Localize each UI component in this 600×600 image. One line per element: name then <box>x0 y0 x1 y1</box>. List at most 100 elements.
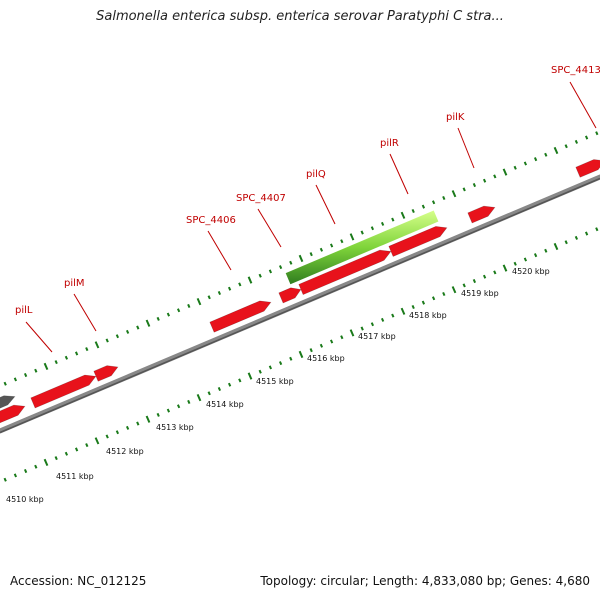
kbp-label-4515: 4515 kbp <box>256 377 294 386</box>
upper-tick-mark <box>472 183 477 188</box>
upper-tick-mark <box>145 319 151 327</box>
gene-label-spc-4406[interactable]: SPC_4406 <box>186 215 236 226</box>
lower-tick-mark <box>227 382 232 387</box>
accession-text: Accession: NC_012125 <box>10 574 147 588</box>
lower-tick-mark <box>319 343 324 348</box>
upper-tick-mark <box>258 273 262 278</box>
lower-tick-mark <box>349 329 355 337</box>
upper-tick-mark <box>442 195 446 201</box>
upper-tick-mark <box>23 373 28 378</box>
upper-tick-mark <box>349 233 355 241</box>
gene-features <box>0 159 600 426</box>
kbp-label-4517: 4517 kbp <box>358 332 396 341</box>
upper-tick-mark <box>115 334 120 339</box>
upper-tick-mark <box>156 316 160 321</box>
lower-tick-mark <box>564 240 568 245</box>
gene-arrow[interactable] <box>388 226 448 257</box>
lower-tick-mark <box>13 473 18 478</box>
upper-tick-mark <box>54 360 58 365</box>
lower-tick-mark <box>43 458 49 467</box>
label-leader-line <box>207 230 232 271</box>
genome-backbone <box>0 174 600 434</box>
upper-tick-mark <box>400 211 406 219</box>
gene-arrow-other[interactable] <box>0 395 16 414</box>
lower-tick-mark <box>156 412 160 417</box>
gene-label-pilq[interactable]: pilQ <box>306 169 326 180</box>
upper-tick-mark <box>329 243 334 248</box>
kbp-label-4516: 4516 kbp <box>307 354 345 363</box>
kbp-label-4512: 4512 kbp <box>106 447 144 456</box>
label-leader-line <box>315 184 336 225</box>
upper-tick-mark <box>451 190 457 198</box>
lower-tick-mark <box>442 291 446 297</box>
upper-tick-mark <box>370 226 375 231</box>
upper-tick-mark <box>166 312 171 317</box>
upper-tick-mark <box>502 168 508 176</box>
lower-tick-mark <box>544 248 548 253</box>
lower-tick-mark <box>3 477 7 482</box>
lower-tick-mark <box>278 361 283 366</box>
upper-tick-mark <box>298 254 304 263</box>
kbp-label-4514: 4514 kbp <box>206 400 244 409</box>
lower-tick-mark <box>217 386 222 392</box>
gene-arrow[interactable] <box>575 159 600 178</box>
upper-tick-mark <box>340 239 344 244</box>
gene-arrow[interactable] <box>93 365 119 382</box>
lower-tick-mark <box>298 350 304 359</box>
lower-tick-mark <box>595 227 599 232</box>
lower-tick-mark <box>523 257 528 262</box>
lower-tick-mark <box>340 335 344 340</box>
label-leader-line <box>73 293 97 332</box>
lower-tick-mark <box>247 372 253 380</box>
gene-arrow[interactable] <box>467 205 496 224</box>
upper-tick-mark <box>584 135 589 140</box>
lower-tick-mark <box>74 447 79 452</box>
gene-arrow[interactable] <box>30 374 97 409</box>
lower-tick-mark <box>451 286 457 294</box>
lower-tick-mark <box>176 404 181 409</box>
upper-tick-mark <box>574 139 579 144</box>
lower-tick-mark <box>94 437 100 445</box>
gene-arrow[interactable] <box>298 249 392 295</box>
upper-tick-mark <box>94 341 100 349</box>
upper-tick-mark <box>482 178 487 183</box>
upper-tick-mark <box>3 381 7 386</box>
gene-label-pilk[interactable]: pilK <box>446 112 465 123</box>
upper-tick-mark <box>207 295 211 300</box>
lower-tick-mark <box>380 317 385 322</box>
upper-tick-mark <box>319 247 324 252</box>
gene-label-pill[interactable]: pilL <box>15 305 33 316</box>
lower-tick-mark <box>482 274 487 279</box>
gene-arrow[interactable] <box>0 404 26 426</box>
map-title: Salmonella enterica subsp. enterica sero… <box>96 9 504 24</box>
lower-tick-mark <box>584 231 589 236</box>
highlighted-gene-bar[interactable] <box>285 210 439 285</box>
lower-tick-mark <box>553 242 559 251</box>
lower-tick-mark <box>34 464 38 469</box>
lower-tick-mark <box>54 456 58 461</box>
lower-tick-mark <box>462 283 466 288</box>
gene-label-pilm[interactable]: pilM <box>64 278 85 289</box>
lower-tick-mark <box>289 356 293 361</box>
upper-tick-ring <box>3 131 599 386</box>
gene-arrow[interactable] <box>278 287 302 304</box>
gene-label-spc-4413[interactable]: SPC_4413 <box>551 65 600 76</box>
upper-tick-mark <box>176 308 181 313</box>
gene-label-spc-4407[interactable]: SPC_4407 <box>236 193 286 204</box>
lower-tick-mark <box>145 415 151 423</box>
upper-tick-mark <box>85 347 89 352</box>
lower-tick-mark <box>166 408 171 413</box>
upper-tick-mark <box>278 265 283 270</box>
upper-tick-mark <box>391 217 395 222</box>
lower-tick-mark <box>472 279 477 284</box>
label-leader-line <box>457 127 475 169</box>
upper-tick-mark <box>74 351 79 356</box>
kbp-label-4520: 4520 kbp <box>512 267 550 276</box>
lower-tick-mark <box>411 304 415 310</box>
gene-label-pilr[interactable]: pilR <box>380 138 399 149</box>
lower-tick-mark <box>502 264 508 272</box>
gene-arrow[interactable] <box>209 300 272 333</box>
upper-tick-mark <box>564 144 568 149</box>
lower-tick-mark <box>238 378 242 383</box>
